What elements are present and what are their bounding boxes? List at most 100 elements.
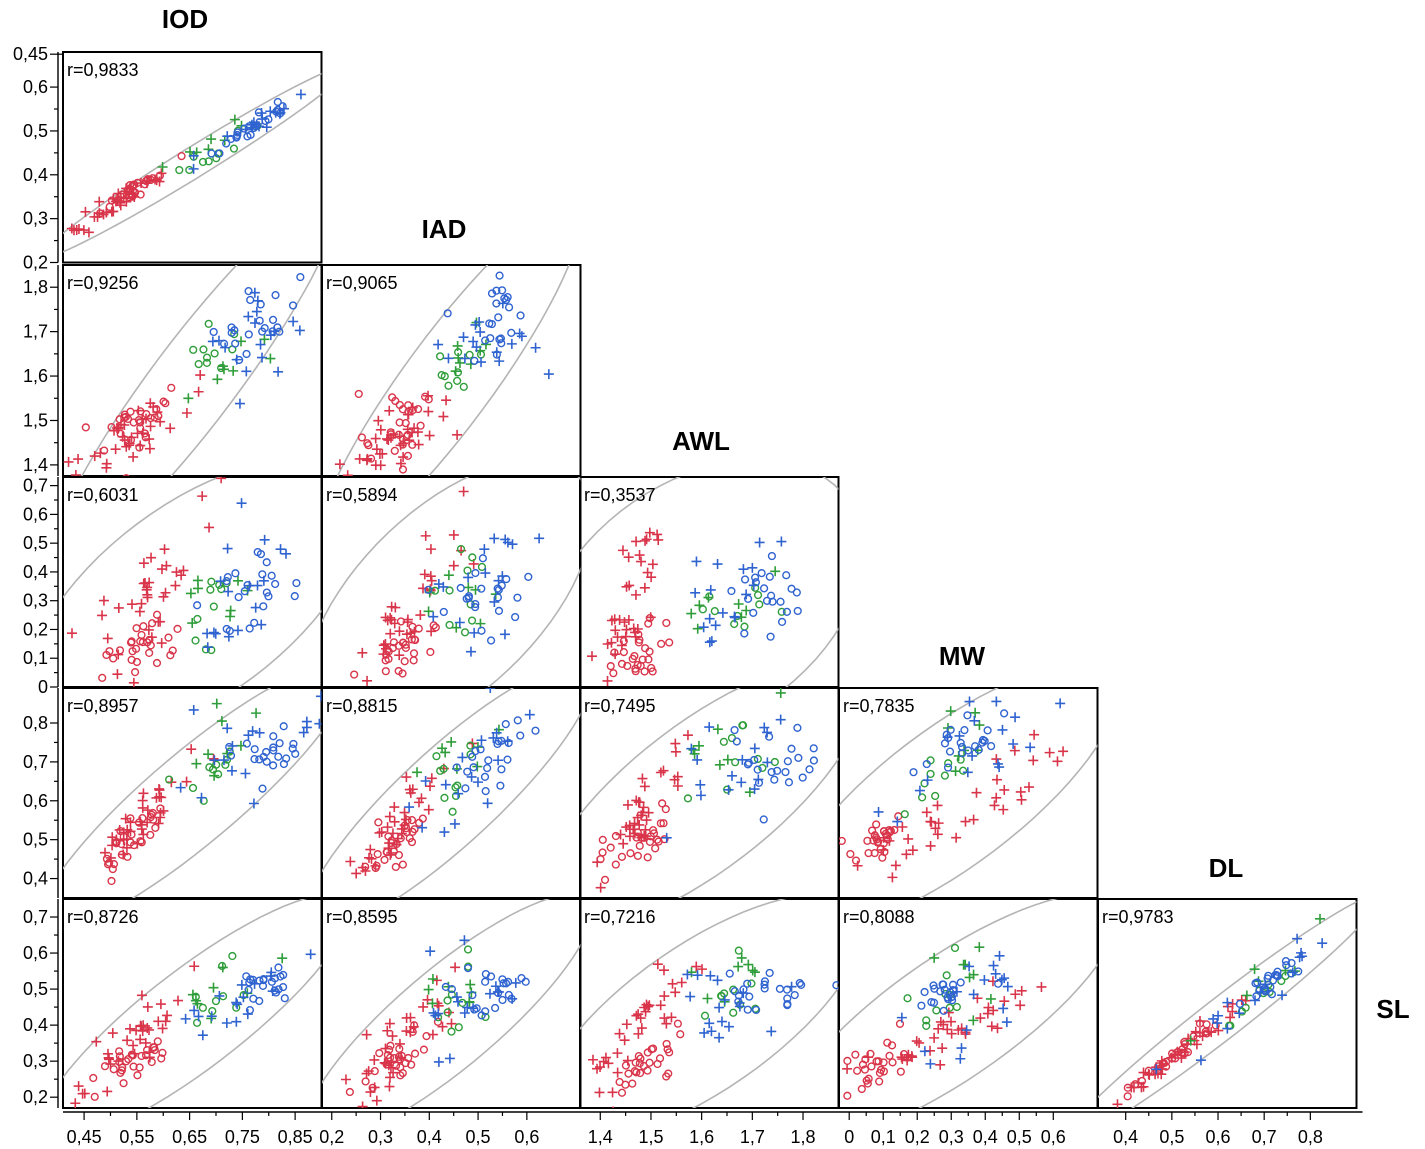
data-point-plus [362,675,373,686]
data-point-plus [967,750,978,761]
data-point-circle [784,778,794,787]
data-point-plus [743,959,754,970]
data-point-plus [462,1002,473,1013]
data-point-circle [468,991,477,1000]
data-point-circle [494,737,503,746]
x-tick-label: 0,8 [1298,1127,1323,1147]
data-point-circle [395,1044,404,1053]
data-point-plus [692,623,703,634]
data-point-circle [751,583,760,592]
data-point-plus [204,522,215,533]
data-point-circle [122,474,130,476]
data-point-plus [188,150,199,161]
data-point-plus [128,677,139,687]
data-point-circle [451,791,461,801]
data-point-circle [280,994,289,1003]
data-point-plus [105,852,116,863]
data-point-circle [109,860,119,869]
data-point-circle [151,823,160,832]
data-point-circle [147,1057,156,1067]
data-point-circle [895,1019,905,1028]
data-point-plus [706,1026,717,1037]
panel-frame [62,476,323,688]
data-point-plus [165,423,176,434]
x-tick-label: 1,6 [689,1127,714,1147]
data-point-circle [274,985,283,994]
data-point-circle [932,1006,941,1015]
data-point-circle [764,732,774,741]
data-point-circle [254,108,263,117]
data-point-circle [435,352,445,361]
data-point-circle [250,618,259,627]
data-point-circle [1211,1021,1220,1030]
data-point-plus [433,1056,444,1067]
data-point-circle [653,1059,662,1069]
data-point-plus [614,614,625,625]
data-point-circle [443,309,452,318]
data-point-circle [635,841,644,850]
data-point-plus [454,357,465,368]
panel-points [334,271,554,476]
data-point-circle [249,123,258,133]
data-point-circle [727,733,737,743]
data-point-circle [357,433,367,442]
data-point-plus [371,1095,382,1106]
data-point-plus [426,575,437,586]
data-point-circle [739,985,748,994]
data-point-plus [659,991,670,1002]
data-point-plus [1250,995,1260,1006]
data-point-plus [212,374,223,385]
data-point-plus [334,459,345,470]
data-point-circle [373,850,382,859]
data-point-plus [749,743,760,754]
data-point-circle [142,1045,152,1055]
data-point-plus [1023,782,1034,793]
data-point-circle [753,590,763,600]
confidence-ellipse [322,688,581,898]
data-point-plus [357,1101,368,1108]
data-point-circle [952,1002,961,1012]
data-point-circle [676,1030,685,1039]
data-point-circle [611,860,620,869]
correlation-label: r=0,9065 [326,273,398,293]
data-point-circle [516,311,525,320]
panel-points [592,688,818,893]
data-point-plus [425,946,436,957]
data-point-plus [175,782,186,793]
data-point-circle [390,1054,399,1063]
data-point-plus [394,1038,405,1049]
data-point-plus [1292,933,1303,944]
data-point-circle [870,831,879,840]
data-point-circle [659,819,668,828]
data-point-plus [202,642,213,653]
data-point-circle [431,623,440,632]
data-point-circle [759,815,768,824]
data-point-plus [945,706,956,717]
data-point-plus [351,868,362,879]
data-point-plus [719,994,730,1005]
data-point-plus [101,462,112,473]
data-point-plus [382,615,393,626]
data-point-circle [107,196,117,205]
data-point-circle [740,575,750,584]
data-point-plus [365,844,376,855]
data-point-circle [477,584,486,593]
data-point-circle [468,553,477,562]
data-point-circle [126,838,135,847]
data-point-circle [385,1045,394,1054]
data-point-circle [381,656,390,665]
data-point-circle [153,1037,162,1046]
data-point-circle [209,602,218,611]
data-point-circle [644,619,653,628]
data-point-plus [428,611,439,622]
data-point-plus [419,569,430,580]
data-point-plus [441,395,452,406]
data-point-plus [211,698,222,709]
data-point-circle [846,849,855,859]
data-point-plus [485,688,496,693]
data-point-circle [1294,967,1303,976]
data-point-circle [749,608,758,617]
data-point-plus [775,688,786,698]
data-point-plus [142,1022,153,1033]
data-point-circle [150,1045,159,1055]
